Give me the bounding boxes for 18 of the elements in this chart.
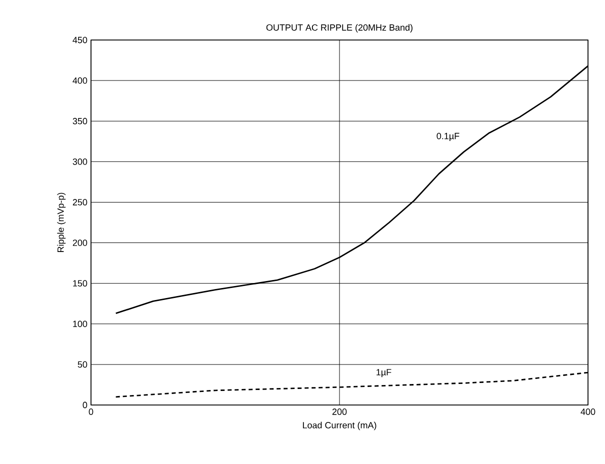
- chart-title: OUTPUT AC RIPPLE (20MHz Band): [266, 24, 412, 32]
- x-tick-label: 0: [88, 408, 94, 415]
- y-axis-title: Ripple (mVp-p): [57, 192, 66, 252]
- y-tick-label: 50: [78, 361, 88, 368]
- y-tick-label: 100: [73, 320, 88, 328]
- y-tick-label: 200: [72, 240, 88, 246]
- y-tick-label: 150: [73, 280, 88, 287]
- series-label: 1µF: [376, 369, 392, 378]
- x-tick-label: 400: [580, 408, 596, 415]
- y-tick-label: 450: [72, 36, 88, 44]
- y-tick-label: 300: [72, 158, 88, 165]
- x-axis-title: Load Current (mA): [302, 422, 376, 430]
- y-tick-label: 350: [72, 118, 88, 124]
- x-tick-label: 200: [332, 408, 347, 415]
- y-tick-label: 400: [72, 77, 88, 84]
- y-tick-label: 0: [82, 402, 88, 408]
- y-tick-label: 250: [72, 199, 88, 206]
- series-label: 0.1µF: [436, 132, 460, 141]
